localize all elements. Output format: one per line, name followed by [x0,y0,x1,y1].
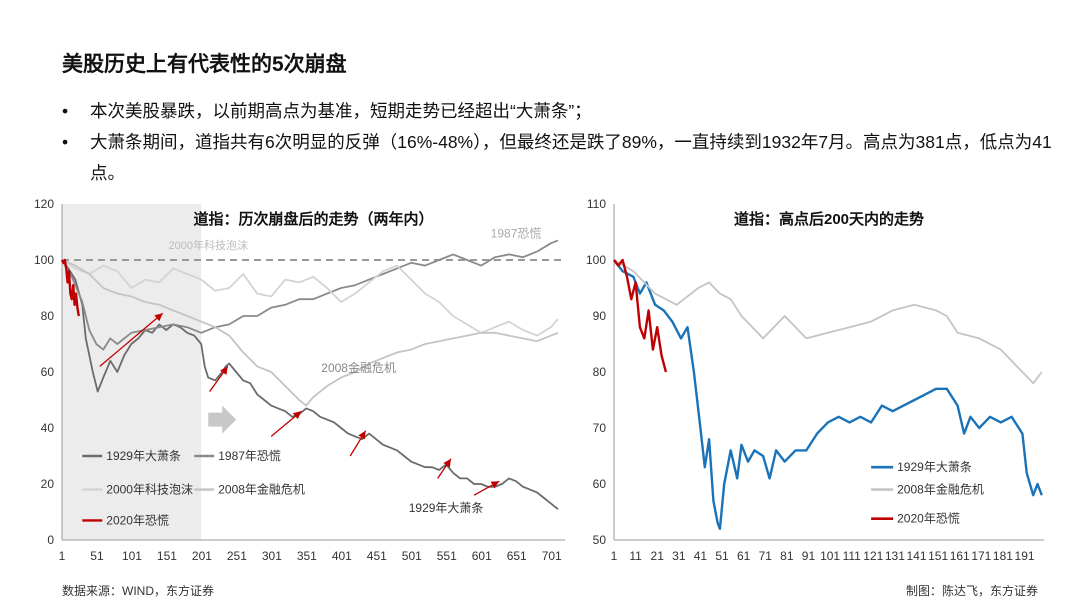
x-tick-label: 11 [629,549,642,562]
legend-label: 2008年金融危机 [218,482,305,497]
x-tick-label: 91 [802,549,816,562]
x-tick-label: 701 [542,549,562,562]
x-tick-label: 21 [651,549,665,562]
y-tick-label: 80 [593,365,607,379]
legend-label: 1987年恐慌 [218,449,281,463]
legend-label: 1929年大萧条 [106,449,181,463]
annotation-2008: 2008金融危机 [321,360,396,375]
x-tick-label: 141 [906,549,926,562]
y-tick-label: 100 [34,253,54,267]
annotation-1987: 1987恐慌 [491,227,542,241]
x-tick-label: 51 [715,549,729,562]
series-line-s2020 [613,258,668,373]
chart-title: 道指：历次崩盘后的走势（两年内） [193,210,433,228]
y-tick-label: 90 [593,309,607,323]
y-tick-label: 50 [593,533,607,547]
y-tick-label: 100 [586,253,606,267]
x-tick-label: 101 [820,549,840,562]
legend-label: 2020年恐慌 [897,512,960,526]
x-tick-label: 551 [437,549,457,562]
shaded-region [62,204,202,540]
x-tick-label: 41 [694,549,708,562]
bullet-item: • 大萧条期间，道指共有6次明显的反弹（16%-48%），但最终还是跌了89%，… [62,127,1052,189]
x-tick-label: 151 [157,549,177,562]
x-tick-label: 51 [90,549,104,562]
y-tick-label: 20 [41,477,55,491]
y-tick-label: 110 [587,197,606,211]
legend-label: 1929年大萧条 [897,460,972,474]
x-tick-label: 601 [472,549,492,562]
x-tick-label: 111 [843,549,862,562]
x-tick-label: 201 [192,549,212,562]
x-tick-label: 161 [950,549,970,562]
x-tick-label: 61 [737,549,751,562]
x-tick-label: 251 [227,549,247,562]
rebound-arrow [209,366,229,392]
x-tick-label: 131 [885,549,905,562]
series-line-blue [613,259,1043,530]
x-tick-label: 191 [1015,549,1035,562]
y-tick-label: 0 [47,533,54,547]
y-tick-label: 60 [593,477,607,491]
x-tick-label: 651 [507,549,527,562]
bullet-text: 大萧条期间，道指共有6次明显的反弹（16%-48%），但最终还是跌了89%，一直… [90,132,1052,183]
x-tick-label: 351 [297,549,317,562]
x-tick-label: 171 [971,549,991,562]
x-tick-label: 81 [780,549,794,562]
bullet-dot: • [62,101,69,121]
x-tick-label: 451 [367,549,387,562]
x-tick-label: 181 [993,549,1013,562]
chart-maker: 制图：陈达飞，东方证券 [905,584,1038,598]
rebound-arrow [437,458,452,479]
y-tick-label: 70 [593,421,607,435]
y-tick-label: 40 [41,421,55,435]
big-arrow-icon [208,405,237,434]
annotation-2000: 2000年科技泡沫 [168,238,247,252]
bullet-text: 本次美股暴跌，以前期高点为基准，短期走势已经超出“大萧条”； [90,101,592,121]
rebound-arrow [473,480,500,496]
page-title: 美股历史上有代表性的5次崩盘 [62,53,347,76]
chart-title: 道指：高点后200天内的走势 [734,210,924,228]
rebound-arrow [349,430,367,457]
x-tick-label: 1 [611,549,618,562]
y-tick-label: 120 [34,197,54,211]
series-line-s1987 [61,239,559,351]
bullet-dot: • [62,132,69,152]
y-tick-label: 80 [41,309,55,323]
legend-label: 2008年金融危机 [897,482,984,497]
series-line-s2008 [61,259,559,407]
annotation-1929: 1929年大萧条 [409,501,484,515]
x-tick-label: 121 [863,549,883,562]
y-tick-label: 60 [41,365,55,379]
x-tick-label: 1 [59,549,66,562]
bullet-item: • 本次美股暴跌，以前期高点为基准，短期走势已经超出“大萧条”； [62,96,1052,127]
rebound-arrow [270,410,302,437]
series-line-s2020 [60,258,80,317]
x-tick-label: 301 [262,549,282,562]
data-source: 数据来源：WIND，东方证券 [62,584,214,598]
rebound-arrow [99,312,164,367]
x-tick-label: 71 [759,549,773,562]
x-tick-label: 151 [928,549,948,562]
bullet-list: • 本次美股暴跌，以前期高点为基准，短期走势已经超出“大萧条”； • 大萧条期间… [62,96,1052,189]
x-tick-label: 501 [402,549,422,562]
x-tick-label: 401 [332,549,352,562]
series-line-s2008 [613,259,1043,385]
x-tick-label: 101 [122,549,142,562]
x-tick-label: 31 [672,549,686,562]
legend-label: 2020年恐慌 [106,513,169,527]
legend-label: 2000年科技泡沫 [106,483,193,497]
